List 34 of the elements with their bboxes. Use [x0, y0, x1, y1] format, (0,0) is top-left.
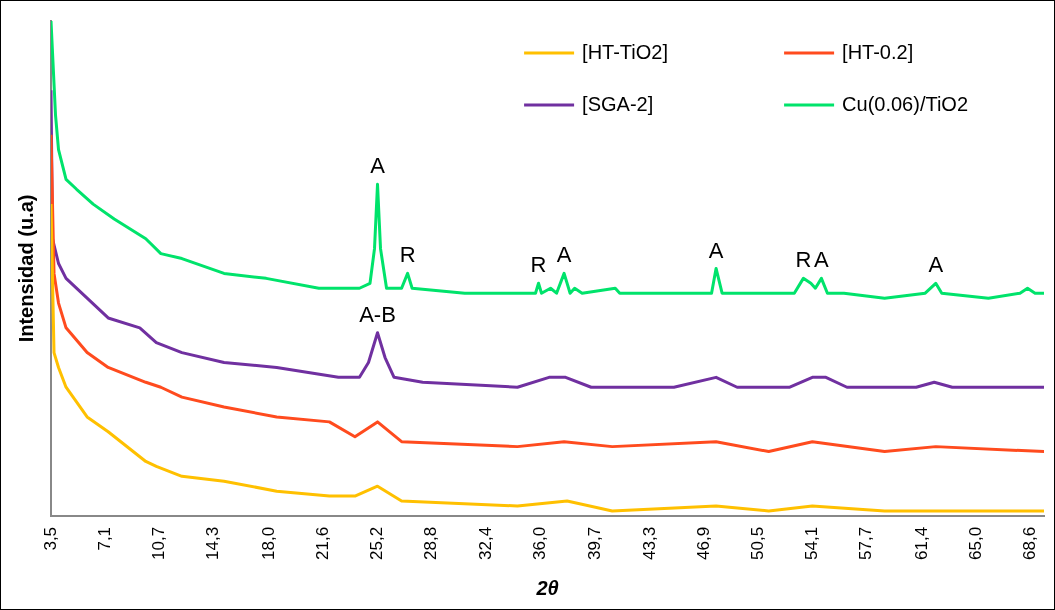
x-tick-label: 46,9	[693, 526, 713, 561]
x-tick-label: 39,7	[585, 526, 605, 561]
annotation: A	[708, 237, 724, 263]
legend-label: [HT-0.2]	[842, 40, 914, 63]
x-tick-label: 50,5	[747, 526, 767, 561]
legend-label: [HT-TiO2]	[582, 40, 669, 63]
x-tick-label: 14,3	[203, 526, 223, 561]
x-tick-label: 28,8	[421, 526, 441, 561]
x-tick-label: 18,0	[258, 526, 278, 561]
x-tick-label: 7,1	[94, 526, 114, 551]
x-tick-label: 3,5	[40, 526, 60, 551]
x-tick-label: 36,0	[529, 526, 549, 561]
x-tick-label: 54,1	[802, 526, 822, 561]
legend-label: [SGA-2]	[582, 92, 654, 115]
x-tick-label: 43,3	[639, 526, 659, 561]
x-tick-label: 68,6	[1020, 526, 1040, 561]
x-tick-label: 65,0	[966, 526, 986, 561]
legend-label: Cu(0.06)/TiO2	[842, 92, 969, 115]
annotation: A	[556, 242, 572, 268]
x-tick-label: 32,4	[475, 526, 495, 561]
annotation: A	[928, 252, 944, 278]
y-axis-title: Intensidad (u.a)	[14, 194, 37, 343]
annotation: A	[370, 153, 386, 179]
annotation: R	[795, 247, 812, 273]
x-tick-label: 21,6	[313, 526, 333, 561]
x-tick-label: 10,7	[149, 526, 169, 561]
annotation: A-B	[359, 301, 396, 327]
annotation: A	[814, 247, 830, 273]
annotation: R	[530, 252, 547, 278]
annotation: R	[399, 242, 416, 268]
x-tick-label: 57,7	[856, 526, 876, 561]
x-tick-label: 61,4	[911, 526, 931, 561]
x-tick-label: 25,2	[367, 526, 387, 561]
x-axis-title: 2θ	[535, 576, 559, 599]
